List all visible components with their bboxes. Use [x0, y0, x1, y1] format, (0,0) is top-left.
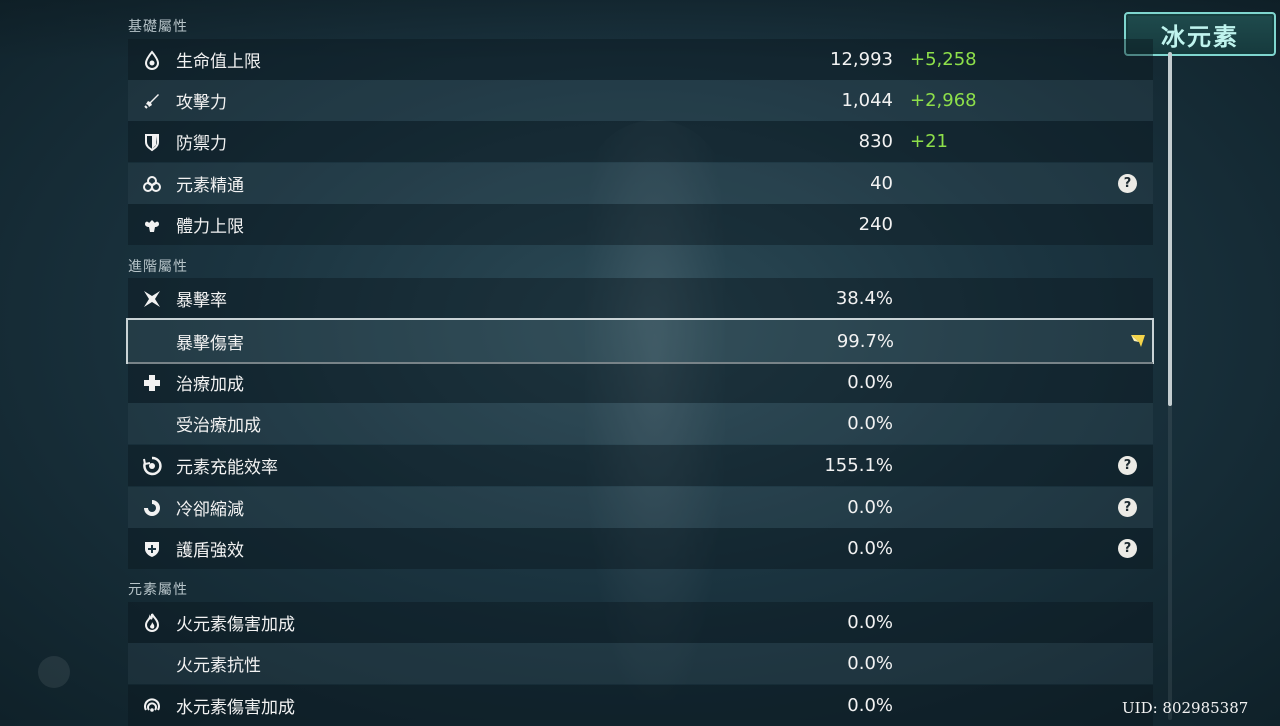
stat-label: 冷卻縮減 — [176, 500, 244, 520]
stat-label: 火元素抗性 — [176, 656, 261, 676]
shield-icon — [142, 132, 162, 152]
section-label-elemental: 元素屬性 — [128, 582, 188, 598]
stat-row-atk[interactable]: 攻擊力 1,044 +2,968 — [128, 80, 1153, 121]
stat-row-energy-recharge[interactable]: 元素充能效率 155.1% ? — [128, 445, 1153, 486]
help-icon[interactable]: ? — [1118, 498, 1137, 517]
crit-rate-icon — [142, 289, 162, 309]
stat-value: 99.7% — [836, 330, 894, 352]
stat-label: 元素充能效率 — [176, 458, 278, 478]
stat-row-pyro-dmg[interactable]: 火元素傷害加成 0.0% — [128, 602, 1153, 643]
stat-value: 40 — [870, 173, 893, 194]
stat-row-crit-dmg[interactable]: 暴擊傷害 99.7% — [126, 318, 1154, 364]
help-icon[interactable]: ? — [1118, 174, 1137, 193]
stat-value: 12,993 — [830, 49, 893, 70]
stat-value: 0.0% — [847, 413, 893, 434]
stat-label: 水元素傷害加成 — [176, 698, 295, 718]
stat-value: 0.0% — [847, 653, 893, 674]
stat-row-hydro-dmg[interactable]: 水元素傷害加成 0.0% — [128, 685, 1153, 726]
element-tag[interactable]: 冰元素 — [1124, 12, 1276, 56]
stat-label: 暴擊率 — [176, 291, 227, 311]
stat-row-incoming-healing[interactable]: 受治療加成 0.0% — [128, 403, 1153, 444]
pyro-icon — [142, 613, 162, 633]
healing-cross-icon — [142, 373, 162, 393]
scrollbar-thumb[interactable] — [1168, 52, 1172, 406]
stat-value: 1,044 — [841, 90, 893, 111]
section-label-advanced: 進階屬性 — [128, 259, 188, 275]
stat-value: 0.0% — [847, 612, 893, 633]
stat-row-def[interactable]: 防禦力 830 +21 — [128, 121, 1153, 162]
hp-droplet-icon — [142, 49, 162, 70]
stat-label: 受治療加成 — [176, 416, 261, 436]
hydro-icon — [142, 696, 162, 716]
stamina-icon — [142, 215, 162, 235]
stat-value: 0.0% — [847, 695, 893, 716]
stat-label: 治療加成 — [176, 375, 244, 395]
favorite-star-icon[interactable] — [1130, 333, 1146, 349]
stat-label: 護盾強效 — [176, 541, 244, 561]
stat-value: 0.0% — [847, 372, 893, 393]
stat-value: 240 — [858, 214, 893, 235]
stat-row-elemental-mastery[interactable]: 元素精通 40 ? — [128, 163, 1153, 204]
stat-value: 830 — [858, 131, 893, 152]
stat-bonus: +21 — [910, 131, 948, 152]
stat-row-pyro-res[interactable]: 火元素抗性 0.0% — [128, 643, 1153, 684]
sword-icon — [142, 91, 162, 111]
stat-row-crit-rate[interactable]: 暴擊率 38.4% — [128, 278, 1153, 319]
cooldown-icon — [142, 498, 162, 518]
shield-strength-icon — [142, 539, 162, 559]
energy-recharge-icon — [142, 456, 162, 476]
stat-row-hp[interactable]: 生命值上限 12,993 +5,258 — [128, 39, 1153, 80]
stat-row-shield-strength[interactable]: 護盾強效 0.0% ? — [128, 528, 1153, 569]
stat-label: 攻擊力 — [176, 93, 227, 113]
stat-label: 體力上限 — [176, 217, 244, 237]
stat-row-stamina[interactable]: 體力上限 240 — [128, 204, 1153, 245]
character-silhouette — [585, 120, 725, 700]
stat-label: 暴擊傷害 — [176, 333, 244, 354]
stat-label: 火元素傷害加成 — [176, 615, 295, 635]
stat-value: 0.0% — [847, 497, 893, 518]
stat-label: 防禦力 — [176, 134, 227, 154]
stat-value: 38.4% — [835, 288, 893, 309]
stat-bonus: +2,968 — [910, 90, 977, 111]
menu-corner-button[interactable] — [38, 656, 70, 688]
stat-value: 0.0% — [847, 538, 893, 559]
help-icon[interactable]: ? — [1118, 456, 1137, 475]
stat-row-cooldown-reduction[interactable]: 冷卻縮減 0.0% ? — [128, 487, 1153, 528]
stat-label: 元素精通 — [176, 176, 244, 196]
stat-value: 155.1% — [824, 455, 893, 476]
stat-row-healing-bonus[interactable]: 治療加成 0.0% — [128, 362, 1153, 403]
section-label-base: 基礎屬性 — [128, 19, 188, 35]
background-top-bar — [0, 0, 1280, 60]
uid-label: UID: 802985387 — [1122, 699, 1249, 717]
stat-label: 生命值上限 — [176, 52, 261, 72]
help-icon[interactable]: ? — [1118, 539, 1137, 558]
elemental-mastery-icon — [142, 174, 162, 194]
stat-bonus: +5,258 — [910, 49, 977, 70]
